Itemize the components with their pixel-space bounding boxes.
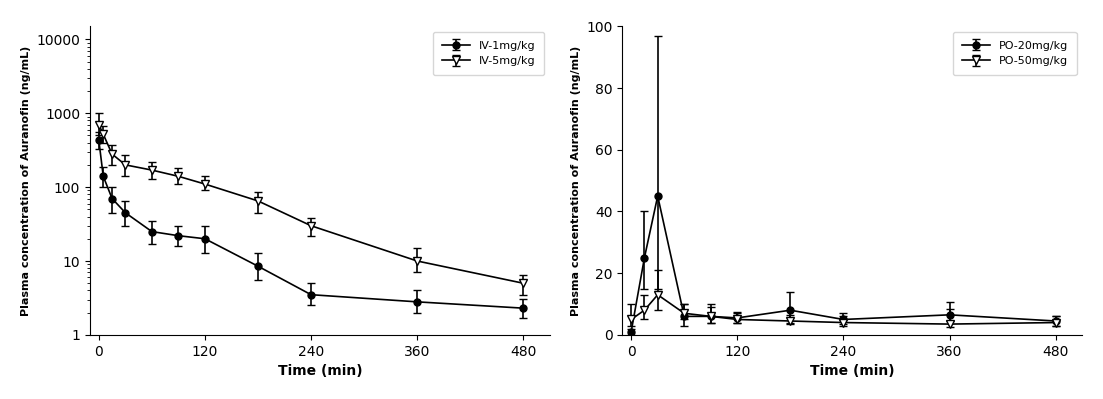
X-axis label: Time (min): Time (min) [278, 364, 362, 378]
Legend: IV-1mg/kg, IV-5mg/kg: IV-1mg/kg, IV-5mg/kg [433, 32, 544, 75]
Legend: PO-20mg/kg, PO-50mg/kg: PO-20mg/kg, PO-50mg/kg [953, 32, 1077, 75]
X-axis label: Time (min): Time (min) [810, 364, 895, 378]
Y-axis label: Plasma concentration of Auranofin (ng/mL): Plasma concentration of Auranofin (ng/mL… [570, 45, 580, 316]
Y-axis label: Plasma concentration of Auranofin (ng/mL): Plasma concentration of Auranofin (ng/mL… [21, 45, 31, 316]
